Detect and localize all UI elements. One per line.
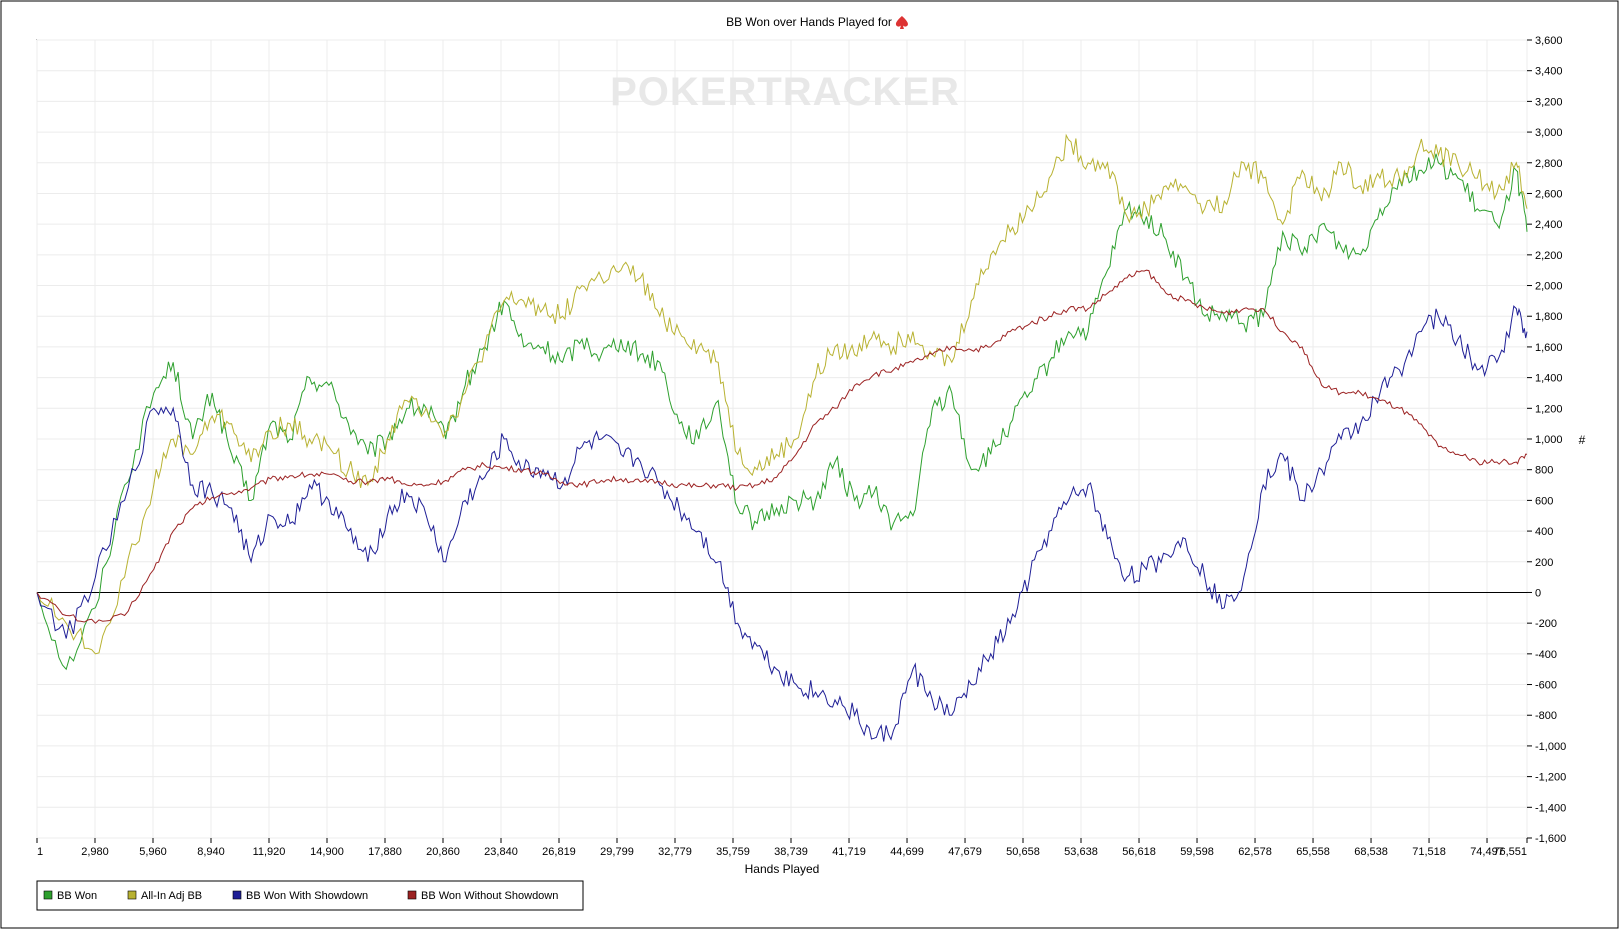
y-tick-label: 400 (1535, 526, 1553, 538)
x-tick-label: 47,679 (948, 846, 982, 858)
chart-title: BB Won over Hands Played for (726, 15, 892, 29)
spade-icon (895, 16, 908, 29)
y-tick-label: 0 (1535, 587, 1541, 599)
x-tick-label: 17,880 (368, 846, 402, 858)
x-tick-label: 20,860 (426, 846, 460, 858)
y-tick-label: 1,600 (1535, 342, 1563, 354)
x-tick-label: 5,960 (139, 846, 167, 858)
x-tick-label: 26,819 (542, 846, 576, 858)
y-tick-label: 1,200 (1535, 403, 1563, 415)
legend-item-label: BB Won Without Showdown (421, 890, 558, 902)
x-tick-label: 59,598 (1180, 846, 1214, 858)
x-tick-label: 35,759 (716, 846, 750, 858)
x-tick-label: 41,719 (832, 846, 866, 858)
y-tick-label: 2,800 (1535, 158, 1563, 170)
y-tick-label: 1,400 (1535, 373, 1563, 385)
legend-item-label: BB Won With Showdown (246, 890, 368, 902)
y-tick-label: 2,600 (1535, 188, 1563, 200)
series-line-bb-won-with-showdown (36, 305, 1528, 742)
y-axis-ticks: 3,600 3,400 3,200 3,000 2,800 2,600 2,400 2,200… (1527, 35, 1566, 845)
y-tick-label: -800 (1535, 710, 1557, 722)
x-tick-label: 76,551 (1493, 846, 1527, 858)
legend-swatch (232, 890, 242, 900)
x-tick-label: 53,638 (1064, 846, 1098, 858)
x-tick-label: 44,699 (890, 846, 924, 858)
y-tick-label: -1,200 (1535, 772, 1566, 784)
watermark: POKERTRACKER (610, 70, 960, 114)
x-tick-label: 71,518 (1412, 846, 1446, 858)
x-tick-label: 1 (37, 846, 43, 858)
y-axis-label: # (1579, 433, 1586, 447)
y-tick-label: 2,000 (1535, 281, 1563, 293)
x-tick-label: 62,578 (1238, 846, 1272, 858)
y-tick-label: 1,800 (1535, 311, 1563, 323)
x-tick-label: 32,779 (658, 846, 692, 858)
legend-swatch (43, 890, 53, 900)
y-tick-label: -1,000 (1535, 741, 1566, 753)
y-tick-label: 800 (1535, 465, 1553, 477)
y-tick-label: -600 (1535, 680, 1557, 692)
x-tick-label: 65,558 (1296, 846, 1330, 858)
x-tick-label: 23,840 (484, 846, 518, 858)
x-axis-label: Hands Played (745, 862, 820, 876)
y-tick-label: 1,000 (1535, 434, 1563, 446)
y-tick-label: 3,600 (1535, 35, 1563, 47)
x-tick-label: 29,799 (600, 846, 634, 858)
legend-item-label: BB Won (57, 890, 97, 902)
grid (36, 39, 1528, 839)
y-tick-label: -400 (1535, 649, 1557, 661)
x-tick-label: 50,658 (1006, 846, 1040, 858)
y-tick-label: -200 (1535, 618, 1557, 630)
series-line-all-in-adj-bb (36, 133, 1528, 655)
x-tick-label: 68,538 (1354, 846, 1388, 858)
legend-swatch (407, 890, 417, 900)
y-tick-label: 2,200 (1535, 250, 1563, 262)
y-tick-label: 2,400 (1535, 219, 1563, 231)
x-axis-ticks: 1 2,980 5,960 8,940 11,920 14,900 17,880 20,860… (36, 838, 1528, 858)
x-tick-label: 38,739 (774, 846, 808, 858)
y-tick-label: 200 (1535, 557, 1553, 569)
x-tick-label: 56,618 (1122, 846, 1156, 858)
x-tick-label: 11,920 (253, 846, 286, 858)
legend-item-label: All-In Adj BB (141, 890, 202, 902)
y-tick-label: -1,600 (1535, 833, 1566, 845)
series-line-bb-won (36, 153, 1528, 671)
series-group (36, 133, 1528, 742)
y-tick-label: -1,400 (1535, 802, 1566, 814)
y-tick-label: 3,200 (1535, 96, 1563, 108)
x-tick-label: 2,980 (81, 846, 109, 858)
y-tick-label: 600 (1535, 495, 1553, 507)
x-tick-label: 74,497 (1470, 846, 1504, 858)
x-tick-label: 14,900 (310, 846, 344, 858)
series-line-bb-won-without-showdown (36, 269, 1528, 624)
y-tick-label: 3,400 (1535, 66, 1563, 78)
x-tick-label: 8,940 (197, 846, 225, 858)
y-tick-label: 3,000 (1535, 127, 1563, 139)
legend-swatch (127, 890, 137, 900)
legend: BB Won All-In Adj BB BB Won With Showdown B… (43, 890, 558, 902)
